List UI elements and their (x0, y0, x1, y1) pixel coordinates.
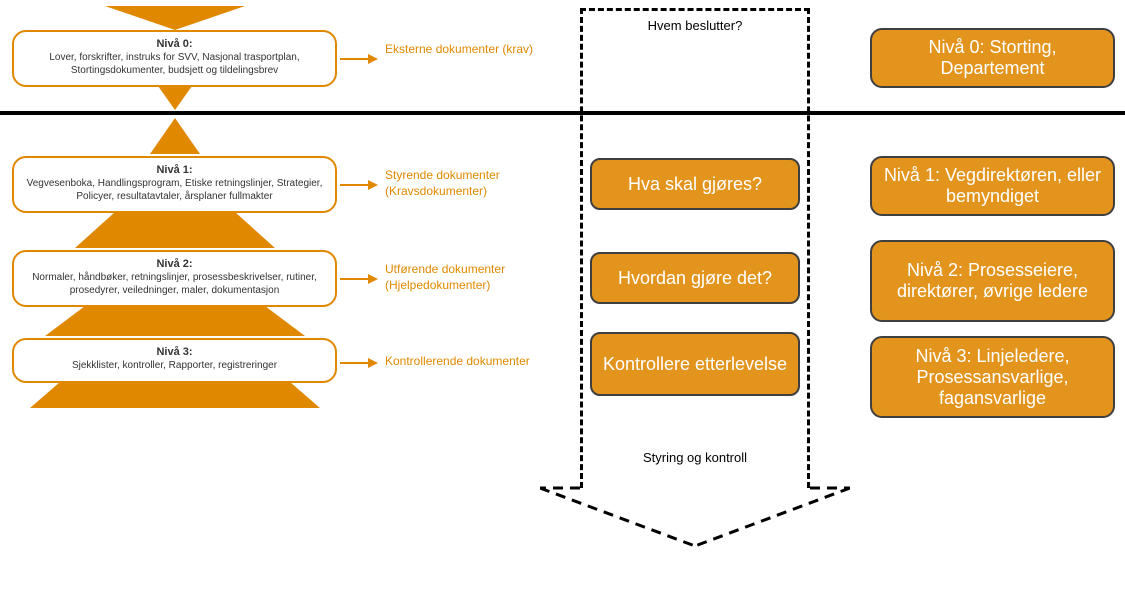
mid-box-0: Hva skal gjøres? (590, 158, 800, 210)
mid-box-1-text: Hvordan gjøre det? (618, 268, 772, 289)
mid-box-1: Hvordan gjøre det? (590, 252, 800, 304)
arrow-lvl0 (340, 58, 370, 60)
question-bottom: Styring og kontroll (640, 450, 750, 467)
lvl1-desc: Vegvesenboka, Handlingsprogram, Etiske r… (24, 178, 325, 203)
diagram-root: Nivå 0: Lover, forskrifter, instruks for… (0, 0, 1125, 593)
lvl2-desc: Normaler, håndbøker, retningslinjer, pro… (24, 272, 325, 297)
mid-box-0-text: Hva skal gjøres? (628, 174, 762, 195)
mid-label-1-text: Styrende dokumenter (Kravsdokumenter) (385, 168, 500, 198)
lvl2-box: Nivå 2: Normaler, håndbøker, retningslin… (12, 250, 337, 307)
mid-label-2: Utførende dokumenter (Hjelpedokumenter) (385, 262, 545, 293)
lvl0-box: Nivå 0: Lover, forskrifter, instruks for… (12, 30, 337, 87)
lvl0-desc: Lover, forskrifter, instruks for SVV, Na… (24, 52, 325, 77)
mid-label-2-text: Utførende dokumenter (Hjelpedokumenter) (385, 262, 505, 292)
lvl3-box: Nivå 3: Sjekklister, kontroller, Rapport… (12, 338, 337, 383)
mid-label-3: Kontrollerende dokumenter (385, 354, 565, 370)
mid-label-0: Eksterne dokumenter (krav) (385, 42, 535, 58)
right-box-0: Nivå 0: Storting, Departement (870, 28, 1115, 88)
question-bottom-text: Styring og kontroll (643, 450, 747, 465)
question-top-text: Hvem beslutter? (648, 18, 743, 33)
right-box-3-text: Nivå 3: Linjeledere, Prosessansvarlige, … (882, 346, 1103, 409)
lvl1-title: Nivå 1: (24, 164, 325, 176)
dashed-arrow-shaft (580, 8, 810, 488)
funnel-top-inverted-triangle (105, 6, 245, 30)
mid-label-0-text: Eksterne dokumenter (krav) (385, 42, 533, 56)
right-box-1: Nivå 1: Vegdirektøren, eller bemyndiget (870, 156, 1115, 216)
lvl0-title: Nivå 0: (24, 38, 325, 50)
right-box-1-text: Nivå 1: Vegdirektøren, eller bemyndiget (882, 165, 1103, 207)
black-separator (0, 111, 1125, 115)
question-top: Hvem beslutter? (595, 18, 795, 35)
pyramid-base (30, 382, 320, 408)
pyramid-trap-1-2 (75, 212, 275, 248)
arrow-lvl1 (340, 184, 370, 186)
mid-label-3-text: Kontrollerende dokumenter (385, 354, 530, 368)
dashed-arrowhead (540, 486, 850, 556)
arrow-lvl3 (340, 362, 370, 364)
right-box-2: Nivå 2: Prosesseiere, direktører, øvrige… (870, 240, 1115, 322)
pyramid-apex (150, 118, 200, 154)
lvl1-box: Nivå 1: Vegvesenboka, Handlingsprogram, … (12, 156, 337, 213)
mid-box-2-text: Kontrollere etterlevelse (603, 354, 787, 375)
lvl3-desc: Sjekklister, kontroller, Rapporter, regi… (24, 360, 325, 373)
funnel-top-tip (158, 86, 192, 110)
right-box-0-text: Nivå 0: Storting, Departement (882, 37, 1103, 79)
right-box-2-text: Nivå 2: Prosesseiere, direktører, øvrige… (882, 260, 1103, 302)
arrow-lvl2 (340, 278, 370, 280)
mid-label-1: Styrende dokumenter (Kravsdokumenter) (385, 168, 545, 199)
mid-box-2: Kontrollere etterlevelse (590, 332, 800, 396)
lvl3-title: Nivå 3: (24, 346, 325, 358)
right-box-3: Nivå 3: Linjeledere, Prosessansvarlige, … (870, 336, 1115, 418)
pyramid-trap-2-3 (45, 306, 305, 336)
lvl2-title: Nivå 2: (24, 258, 325, 270)
